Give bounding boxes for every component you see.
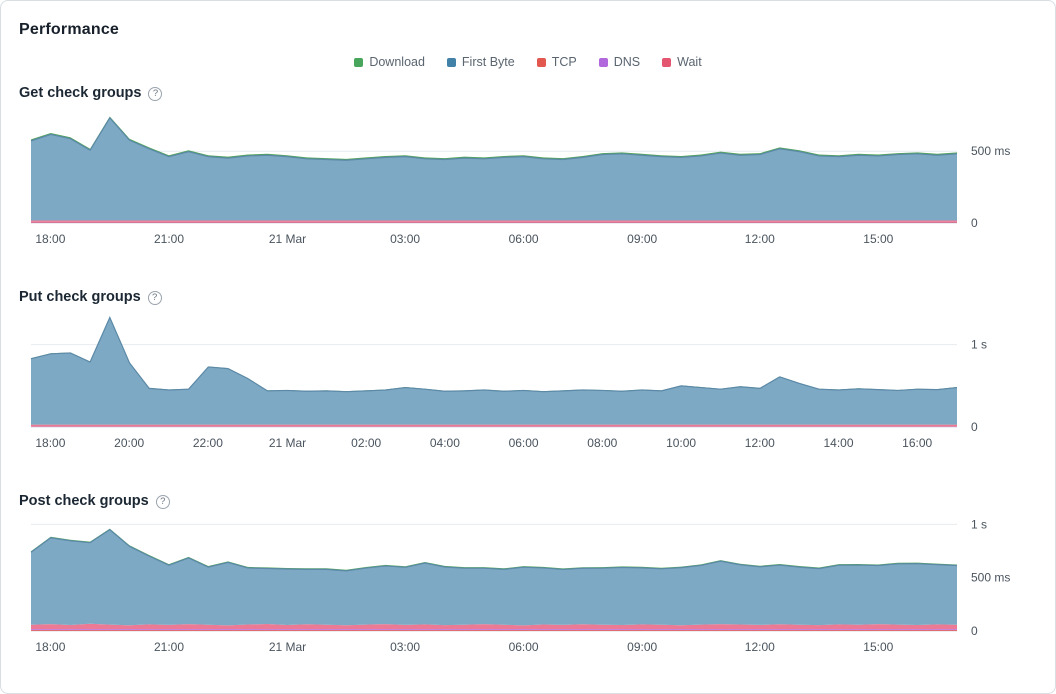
legend-swatch	[354, 57, 364, 67]
x-axis-label: 21:00	[154, 640, 184, 654]
section-header: Post check groups	[19, 493, 1055, 509]
series-dns	[31, 629, 957, 631]
get-check-groups-chart[interactable]: 500 ms 0 18:00 21:00 21 Mar 03:00 06:00 09:00 12…	[30, 111, 1041, 251]
x-axis-label: 12:00	[745, 232, 775, 246]
series-download	[31, 116, 957, 161]
page-title: Performance	[19, 21, 120, 38]
legend-swatch	[662, 57, 672, 67]
chart-section-post: Post check groups 1 s 500 ms 0 18:00 21:00 21…	[19, 493, 1055, 659]
legend-label: Wait	[677, 55, 702, 69]
x-axis-label: 15:00	[863, 640, 893, 654]
y-axis-label: 0	[971, 420, 978, 434]
series-first_byte	[31, 117, 957, 221]
series-tcp	[31, 222, 957, 223]
x-axis-label: 21:00	[154, 232, 184, 246]
y-axis-label: 1 s	[971, 338, 987, 352]
first-byte-topline	[30, 528, 958, 572]
series-dns	[31, 221, 957, 223]
x-axis-label: 02:00	[351, 436, 381, 450]
x-axis-label: 21 Mar	[269, 232, 306, 246]
x-axis-label: 03:00	[390, 232, 420, 246]
x-axis-label: 22:00	[193, 436, 223, 450]
x-axis-label: 18:00	[35, 640, 65, 654]
section-header: Get check groups	[19, 85, 1055, 101]
chart-section-put: Put check groups 1 s 0 18:00 20:00 22:00 21 M…	[19, 289, 1055, 455]
x-axis-label: 12:00	[745, 640, 775, 654]
legend-label: TCP	[551, 55, 577, 69]
post-check-groups-chart[interactable]: 1 s 500 ms 0 18:00 21:00 21 Mar 03:00 06:00 09:0…	[30, 517, 1041, 659]
series-download	[31, 317, 957, 392]
chart-legend: Download First Byte TCP DNS Wait	[19, 55, 1037, 69]
x-axis-label: 04:00	[430, 436, 460, 450]
x-axis-label: 20:00	[114, 436, 144, 450]
section-title-put: Put check groups	[19, 289, 141, 305]
legend-swatch	[536, 57, 546, 67]
x-axis-label: 15:00	[863, 232, 893, 246]
section-title-post: Post check groups	[19, 493, 149, 509]
legend-swatch	[446, 57, 456, 67]
legend-swatch	[598, 57, 608, 67]
help-icon[interactable]	[148, 86, 163, 101]
x-axis-label: 03:00	[390, 640, 420, 654]
section-title-get: Get check groups	[19, 85, 142, 101]
y-axis-label: 0	[971, 624, 978, 638]
x-axis-label: 21 Mar	[269, 640, 306, 654]
legend-item-download[interactable]: Download	[354, 55, 425, 69]
x-axis-label: 06:00	[509, 232, 539, 246]
legend-label: First Byte	[461, 55, 515, 69]
help-icon[interactable]	[147, 290, 162, 305]
legend-label: Download	[369, 55, 425, 69]
put-check-groups-chart[interactable]: 1 s 0 18:00 20:00 22:00 21 Mar 02:00 04:00 06:00…	[30, 315, 1041, 455]
x-axis-label: 09:00	[627, 640, 657, 654]
series-first_byte	[31, 529, 957, 626]
legend-item-wait[interactable]: Wait	[662, 55, 702, 69]
legend-item-tcp[interactable]: TCP	[536, 55, 577, 69]
series-first_byte	[31, 317, 957, 425]
y-axis-label: 0	[971, 216, 978, 230]
section-header: Put check groups	[19, 289, 1055, 305]
chart-section-get: Get check groups 500 ms 0 18:00 21:00 21 Mar…	[19, 85, 1055, 251]
x-axis-label: 18:00	[35, 232, 65, 246]
series-wait	[31, 623, 957, 630]
legend-label: DNS	[613, 55, 641, 69]
x-axis-label: 06:00	[509, 436, 539, 450]
x-axis-label: 10:00	[666, 436, 696, 450]
series-wait	[31, 424, 957, 427]
legend-item-first-byte[interactable]: First Byte	[446, 55, 515, 69]
series-wait	[31, 220, 957, 222]
series-tcp	[31, 630, 957, 631]
x-axis-label: 14:00	[823, 436, 853, 450]
x-axis-label: 16:00	[902, 436, 932, 450]
first-byte-topline	[30, 316, 958, 393]
y-axis-label: 500 ms	[971, 144, 1010, 158]
x-axis-label: 06:00	[509, 640, 539, 654]
legend-item-dns[interactable]: DNS	[598, 55, 641, 69]
x-axis-label: 12:00	[745, 436, 775, 450]
x-axis-label: 09:00	[627, 232, 657, 246]
y-axis-label: 500 ms	[971, 571, 1010, 585]
x-axis-label: 08:00	[587, 436, 617, 450]
first-byte-topline	[30, 116, 958, 161]
x-axis-label: 18:00	[35, 436, 65, 450]
help-icon[interactable]	[155, 494, 170, 509]
x-axis-label: 21 Mar	[269, 436, 306, 450]
y-axis-label: 1 s	[971, 517, 987, 531]
